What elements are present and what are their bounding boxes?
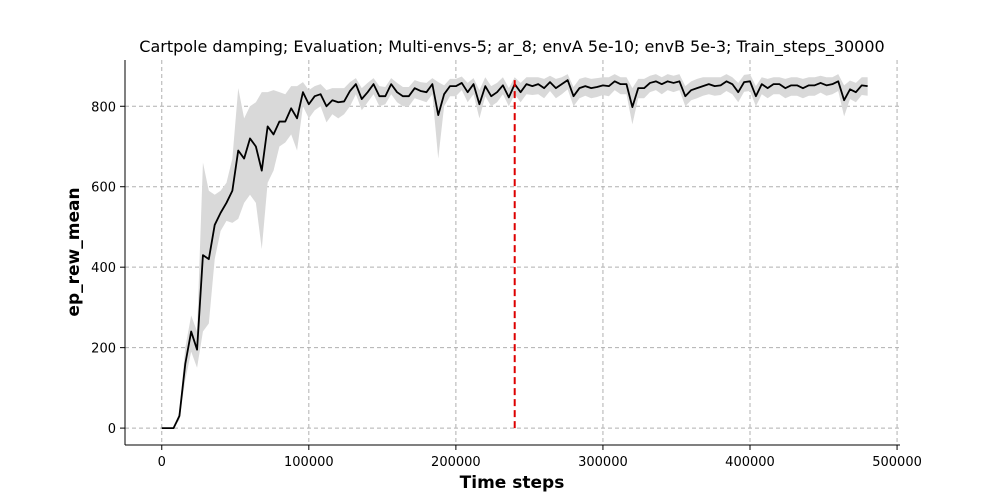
y-tick-label: 800 — [91, 100, 116, 115]
y-tick-label: 400 — [91, 261, 116, 276]
y-tick-label: 200 — [91, 342, 116, 357]
grid-lines — [125, 60, 900, 445]
y-axis-ticks: 0 200 400 600 800 — [91, 100, 125, 437]
x-tick-label: 200000 — [431, 455, 481, 470]
x-tick-label: 300000 — [578, 455, 628, 470]
mean-line — [161, 79, 868, 430]
x-tick-label: 400000 — [725, 455, 775, 470]
series-line — [161, 79, 868, 430]
x-tick-label: 100000 — [284, 455, 334, 470]
x-tick-label: 0 — [158, 455, 166, 470]
x-tick-label: 500000 — [872, 455, 922, 470]
y-axis-label: ep_rew_mean — [64, 187, 84, 316]
axes-spines — [124, 60, 900, 446]
y-tick-label: 600 — [91, 181, 116, 196]
x-axis-ticks: 0 100000 200000 300000 400000 500000 — [158, 445, 922, 470]
y-tick-label: 0 — [108, 422, 116, 437]
chart-title: Cartpole damping; Evaluation; Multi-envs… — [139, 37, 884, 57]
x-axis-label: Time steps — [460, 473, 565, 493]
